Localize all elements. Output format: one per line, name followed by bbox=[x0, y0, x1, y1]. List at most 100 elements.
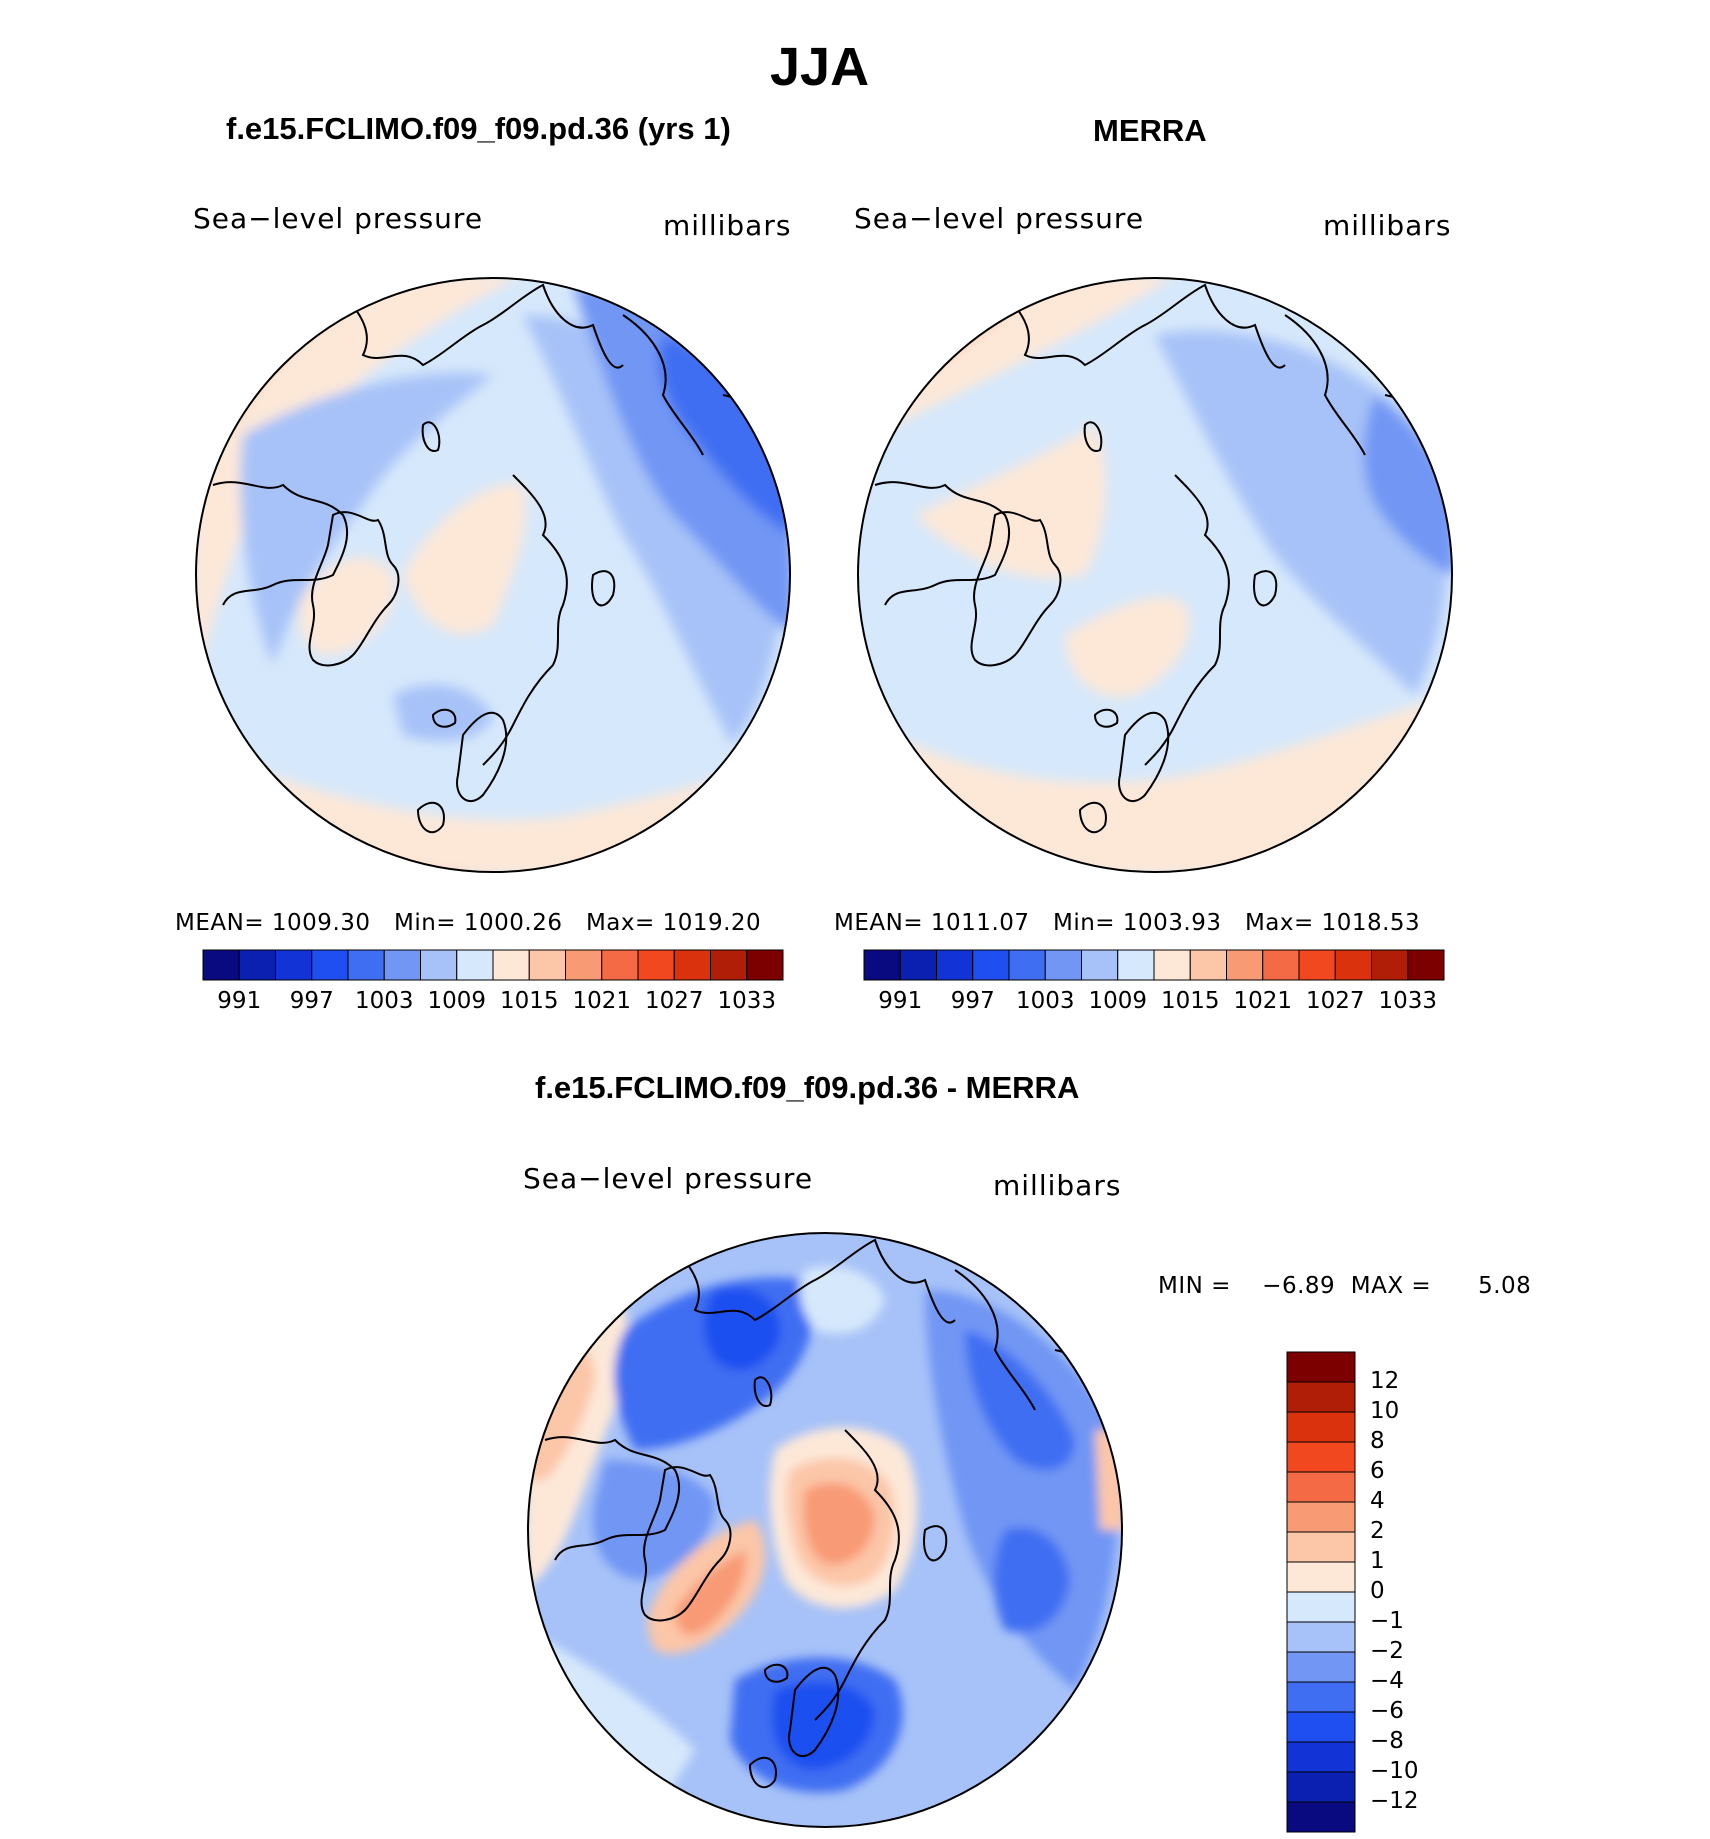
diff-asia-neg bbox=[925, 1290, 1119, 1690]
panel-obs-variable-label: Sea−level pressure bbox=[854, 202, 1145, 235]
diff-alaska-neg-core bbox=[703, 1287, 781, 1371]
panel-obs-colorbar-box bbox=[1262, 949, 1300, 981]
panel-model-colorbar-box bbox=[311, 949, 349, 981]
panel-model-colorbar bbox=[202, 949, 784, 981]
panel-diff-variable-label: Sea−level pressure bbox=[523, 1162, 814, 1195]
panel-obs-colorbar-box bbox=[1226, 949, 1264, 981]
panel-diff-colorbar-box bbox=[1286, 1711, 1356, 1743]
diff-bering-pos bbox=[799, 1266, 885, 1334]
panel-obs-colorbar-tick-label: 1021 bbox=[1233, 988, 1293, 1014]
panel-diff-colorbar-tick-label: 2 bbox=[1370, 1518, 1385, 1544]
panel-obs-colorbar-box bbox=[863, 949, 901, 981]
panel-diff-colorbar-tick-label: 10 bbox=[1370, 1398, 1400, 1424]
panel-obs-max-value: 1018.53 bbox=[1321, 910, 1421, 936]
panel-model-colorbar-box bbox=[383, 949, 421, 981]
panel-model-colorbar-tick-label: 1033 bbox=[717, 988, 777, 1014]
panel-model-colorbar-tick-label: 1027 bbox=[644, 988, 704, 1014]
panel-model-colorbar-box bbox=[528, 949, 566, 981]
panel-diff-colorbar-ticks: 12 10 8 6 4 2 1 0 −1 −2 −4 −6 −8 −10 −12 bbox=[1370, 1352, 1450, 1832]
model-low-band bbox=[240, 373, 493, 665]
panel-obs-mean-label: MEAN= bbox=[834, 910, 924, 936]
panel-model-colorbar-box bbox=[202, 949, 240, 981]
diff-siberia-pos-peak bbox=[803, 1483, 875, 1565]
panel-model-title: f.e15.FCLIMO.f09_f09.pd.36 (yrs 1) bbox=[226, 111, 731, 146]
obs-atlantic-high bbox=[858, 695, 1452, 872]
panel-obs-colorbar-tick-label: 1015 bbox=[1160, 988, 1220, 1014]
panel-model-colorbar-ticks: 991 997 1003 1009 1015 1021 1027 1033 bbox=[203, 988, 783, 1018]
panel-diff-colorbar-tick-label: 12 bbox=[1370, 1368, 1400, 1394]
panel-obs-colorbar-box bbox=[972, 949, 1010, 981]
panel-model-colorbar-box bbox=[492, 949, 530, 981]
panel-model-colorbar-tick-label: 1015 bbox=[499, 988, 559, 1014]
panel-diff-colorbar-box bbox=[1286, 1561, 1356, 1593]
model-iceland-low bbox=[393, 684, 493, 741]
panel-obs-colorbar-tick-label: 991 bbox=[878, 988, 923, 1014]
panel-obs-colorbar-box bbox=[936, 949, 974, 981]
panel-diff-min-label: MIN = bbox=[1158, 1273, 1231, 1299]
panel-obs-colorbar-box bbox=[1298, 949, 1336, 981]
panel-diff-colorbar-tick-label: 4 bbox=[1370, 1488, 1385, 1514]
panel-diff-colorbar-tick-label: 6 bbox=[1370, 1458, 1385, 1484]
panel-diff-colorbar-tick-label: −6 bbox=[1370, 1698, 1404, 1724]
panel-diff-map bbox=[527, 1232, 1123, 1828]
panel-model-colorbar-tick-label: 991 bbox=[217, 988, 262, 1014]
obs-beaufort-high bbox=[915, 425, 1106, 579]
panel-obs-colorbar-tick-label: 997 bbox=[950, 988, 995, 1014]
panel-model-colorbar-tick-label: 1021 bbox=[572, 988, 632, 1014]
panel-model-colorbar-box bbox=[601, 949, 639, 981]
panel-diff-colorbar-box bbox=[1286, 1471, 1356, 1503]
diff-east-neg bbox=[993, 1527, 1070, 1633]
panel-model-map bbox=[195, 277, 791, 873]
panel-diff-colorbar-box bbox=[1286, 1351, 1356, 1383]
panel-diff-colorbar-tick-label: −10 bbox=[1370, 1758, 1419, 1784]
panel-diff-colorbar-box bbox=[1286, 1681, 1356, 1713]
panel-diff-colorbar-tick-label: −8 bbox=[1370, 1728, 1404, 1754]
panel-diff-colorbar-tick-label: −12 bbox=[1370, 1788, 1419, 1814]
panel-obs-stats: MEAN= 1011.07 Min= 1003.93 Max= 1018.53 bbox=[834, 910, 1420, 936]
panel-diff-colorbar-box bbox=[1286, 1801, 1356, 1833]
panel-model-colorbar-box bbox=[673, 949, 711, 981]
diff-europe-neg-core bbox=[771, 1681, 875, 1770]
panel-model-colorbar-box bbox=[238, 949, 276, 981]
panel-obs-colorbar-box bbox=[1334, 949, 1372, 981]
panel-model-colorbar-box bbox=[456, 949, 494, 981]
panel-model-max-value: 1019.20 bbox=[662, 910, 762, 936]
panel-model-mean-label: MEAN= bbox=[175, 910, 265, 936]
panel-obs-colorbar-ticks: 991 997 1003 1009 1015 1021 1027 1033 bbox=[864, 988, 1444, 1018]
panel-obs-colorbar-box bbox=[1008, 949, 1046, 981]
panel-diff-max-label: MAX = bbox=[1350, 1273, 1432, 1299]
panel-diff-colorbar-box bbox=[1286, 1741, 1356, 1773]
panel-obs-colorbar-box bbox=[1371, 949, 1409, 981]
panel-diff-colorbar-box bbox=[1286, 1531, 1356, 1563]
panel-diff-colorbar-box bbox=[1286, 1441, 1356, 1473]
panel-model-colorbar-tick-label: 1003 bbox=[354, 988, 414, 1014]
panel-diff-colorbar-box bbox=[1286, 1771, 1356, 1803]
panel-obs-colorbar-tick-label: 1027 bbox=[1305, 988, 1365, 1014]
panel-model-min-label: Min= bbox=[393, 910, 457, 936]
panel-diff-min-value: −6.89 bbox=[1262, 1273, 1336, 1299]
panel-diff-colorbar-tick-label: 1 bbox=[1370, 1548, 1385, 1574]
panel-obs-colorbar-tick-label: 1003 bbox=[1015, 988, 1075, 1014]
panel-obs-colorbar-box bbox=[899, 949, 937, 981]
panel-obs-colorbar-tick-label: 1033 bbox=[1378, 988, 1438, 1014]
panel-diff-colorbar-tick-label: −2 bbox=[1370, 1638, 1404, 1664]
panel-model-stats: MEAN= 1009.30 Min= 1000.26 Max= 1019.20 bbox=[175, 910, 761, 936]
panel-model-variable-label: Sea−level pressure bbox=[193, 202, 484, 235]
panel-model-max-label: Max= bbox=[585, 910, 655, 936]
panel-model-colorbar-box bbox=[746, 949, 784, 981]
panel-diff-colorbar-tick-label: 8 bbox=[1370, 1428, 1385, 1454]
panel-obs-colorbar-box bbox=[1153, 949, 1191, 981]
panel-model-colorbar-box bbox=[565, 949, 603, 981]
panel-diff-colorbar-box bbox=[1286, 1651, 1356, 1683]
panel-obs-colorbar-box bbox=[1081, 949, 1119, 981]
panel-obs-max-label: Max= bbox=[1244, 910, 1314, 936]
obs-siberia-low bbox=[1363, 395, 1452, 575]
diff-asia-neg-core bbox=[965, 1330, 1075, 1471]
panel-model-colorbar-tick-label: 1009 bbox=[427, 988, 487, 1014]
panel-obs-mean-value: 1011.07 bbox=[930, 910, 1030, 936]
panel-diff-max-value: 5.08 bbox=[1478, 1273, 1532, 1299]
panel-diff-colorbar-box bbox=[1286, 1591, 1356, 1623]
panel-obs-units-label: millibars bbox=[1323, 209, 1452, 242]
panel-obs-map bbox=[857, 277, 1453, 873]
panel-model-mean-value: 1009.30 bbox=[271, 910, 371, 936]
